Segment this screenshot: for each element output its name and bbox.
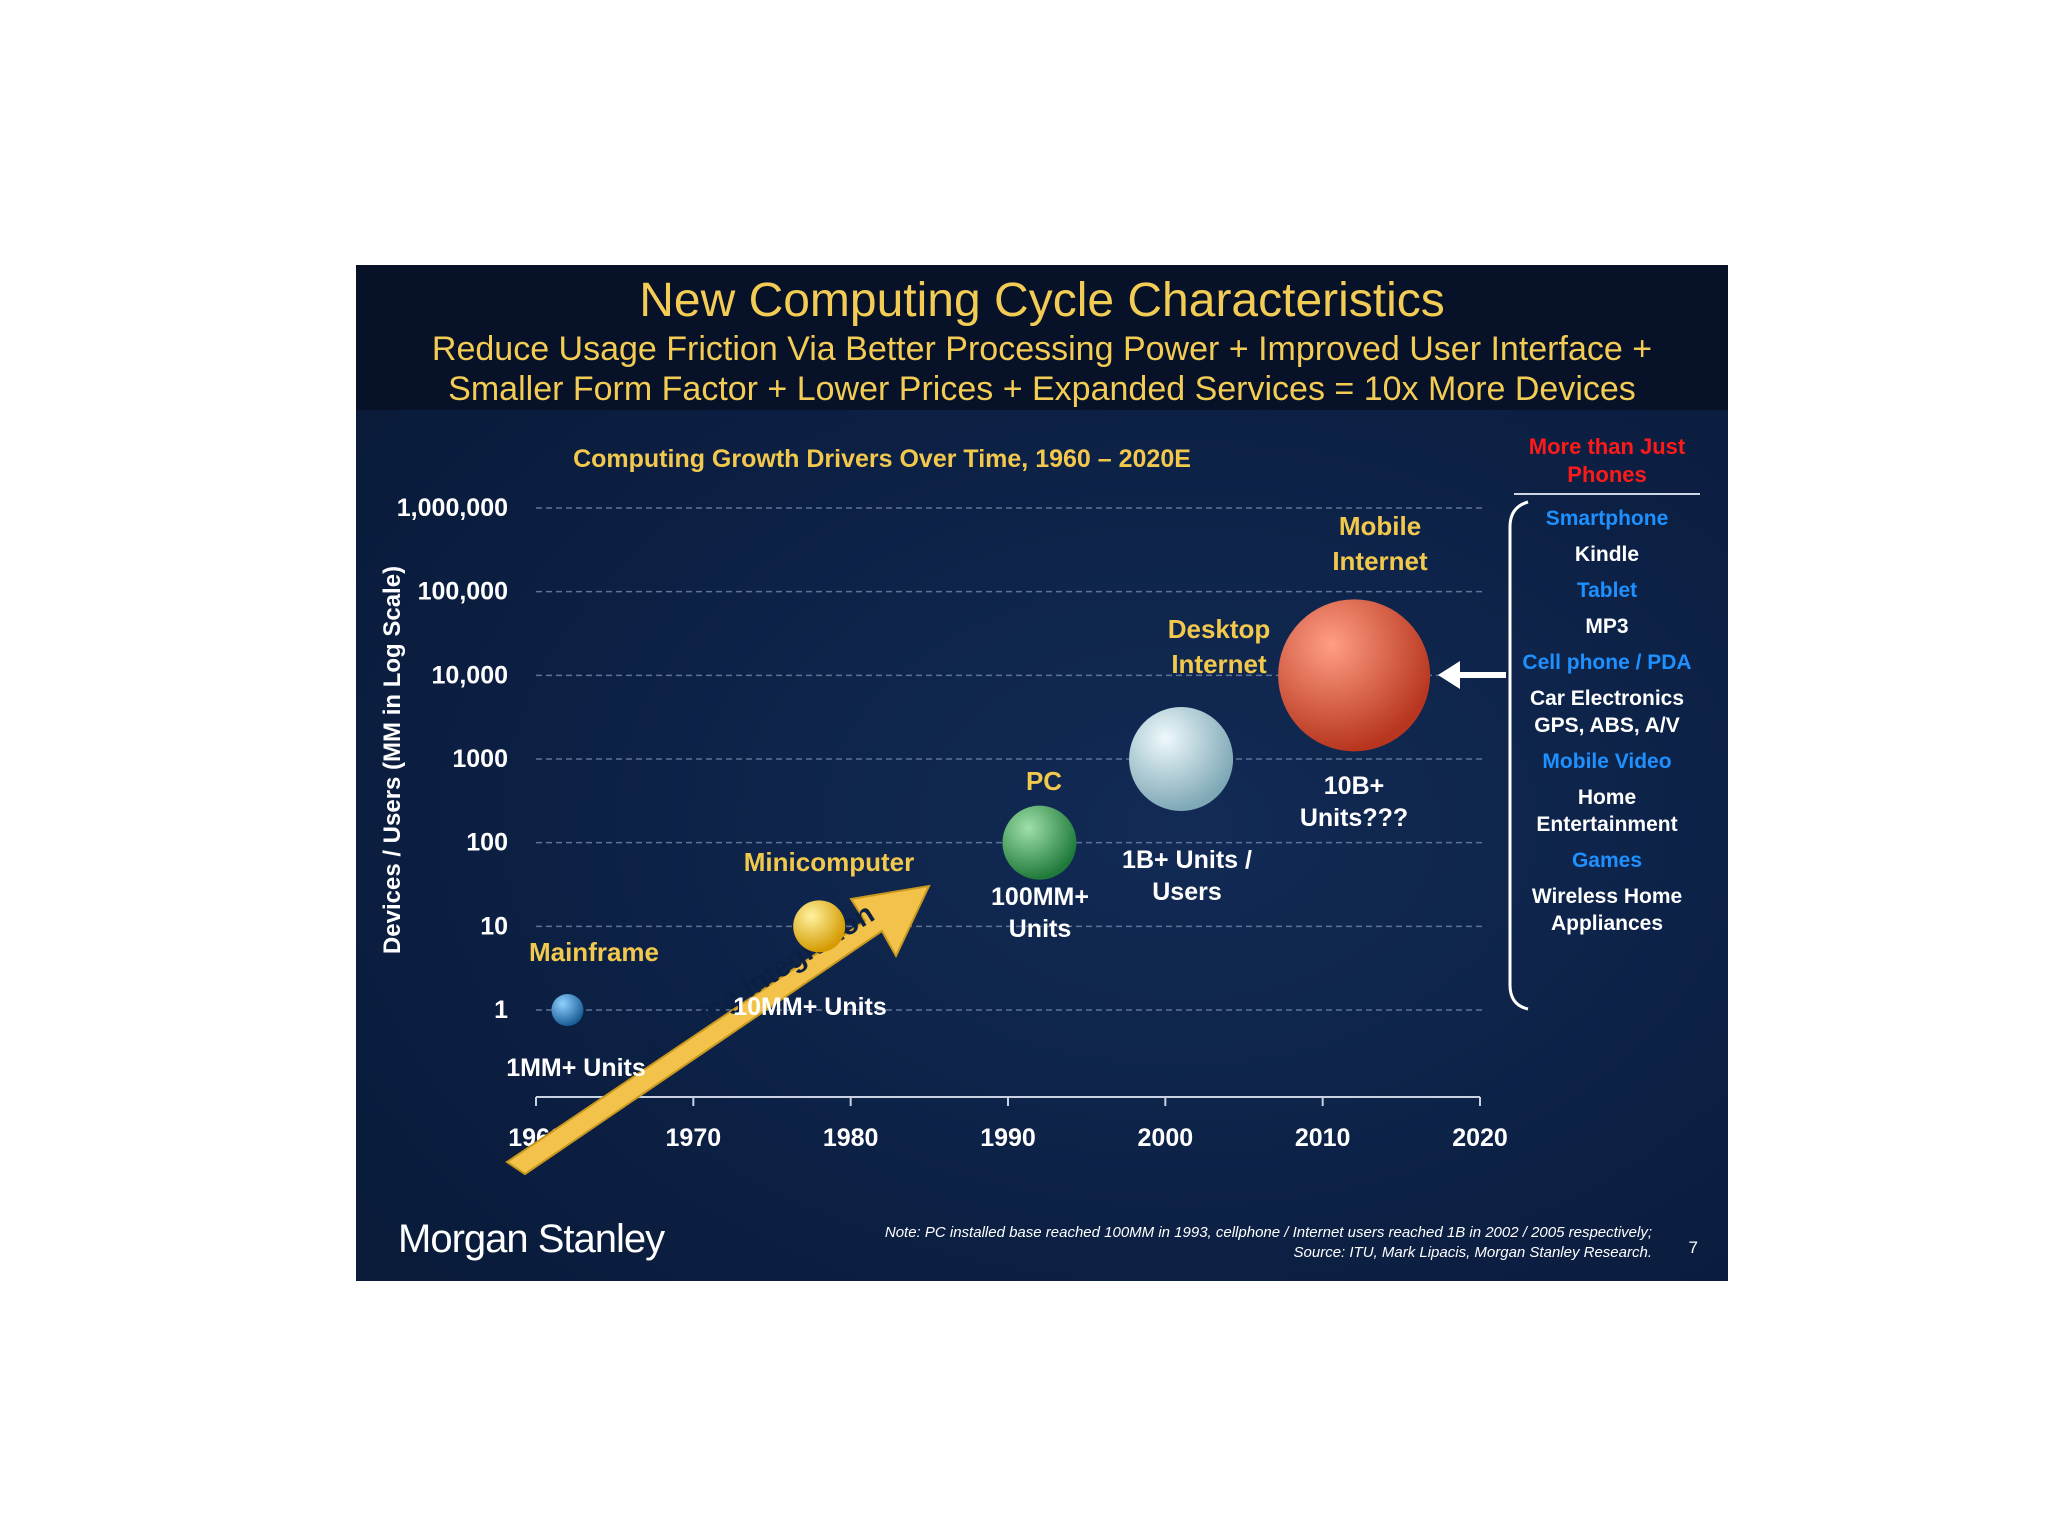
y-axis-label: Devices / Users (MM in Log Scale) — [379, 566, 406, 954]
point-name-label: Internet — [1171, 649, 1267, 679]
x-tick-label: 2020 — [1452, 1124, 1508, 1152]
x-tick-label: 1990 — [980, 1124, 1036, 1152]
y-tick-label: 1,000,000 — [397, 494, 508, 522]
bubble-pc — [1002, 806, 1076, 880]
footnote-note: Note: PC installed base reached 100MM in… — [752, 1223, 1652, 1243]
device-list-item: Home Entertainment — [1514, 784, 1700, 838]
point-units-label: 10MM+ Units — [733, 993, 887, 1021]
data-points: Mainframe 1MM+ Units Minicomputer 10MM+ Uni… — [506, 511, 1430, 1082]
footnote-source: Source: ITU, Mark Lipacis, Morgan Stanle… — [752, 1243, 1652, 1263]
point-units-label: Units — [1009, 915, 1072, 943]
page-number: 7 — [1689, 1238, 1698, 1258]
pointer-arrow — [1438, 661, 1506, 689]
point-units-label: 1MM+ Units — [506, 1054, 646, 1082]
y-tick-label: 10 — [480, 912, 508, 940]
point-units-label: Units??? — [1300, 804, 1408, 832]
point-name-label: Mainframe — [529, 937, 659, 967]
device-list-item: Car Electronics GPS, ABS, A/V — [1514, 685, 1700, 739]
device-list-item: MP3 — [1514, 613, 1700, 640]
x-tick-label: 1970 — [666, 1124, 722, 1152]
point-units-label: Users — [1152, 878, 1222, 906]
slide: New Computing Cycle Characteristics Redu… — [356, 265, 1728, 1281]
device-list-item: Mobile Video — [1514, 748, 1700, 775]
bubble-minicomputer — [793, 900, 845, 952]
morgan-stanley-logo: Morgan Stanley — [398, 1217, 664, 1262]
device-list-item: Games — [1514, 847, 1700, 874]
point-units-label: 10B+ — [1324, 772, 1384, 800]
point-units-label: 100MM+ — [991, 883, 1089, 911]
y-tick-label: 1 — [494, 996, 508, 1024]
point-units-label: 1B+ Units / — [1122, 846, 1252, 874]
footnote: Note: PC installed base reached 100MM in… — [752, 1223, 1652, 1263]
pointer-arrow-head — [1438, 661, 1460, 689]
device-list: Smartphone Kindle Tablet MP3 Cell phone / PD… — [1514, 505, 1700, 937]
device-list-item: Wireless Home Appliances — [1514, 883, 1700, 937]
right-panel: More than Just Phones Smartphone Kindle Ta… — [1514, 433, 1700, 946]
point-name-label: Internet — [1332, 546, 1428, 576]
device-list-item: Smartphone — [1514, 505, 1700, 532]
point-name-label: Mobile — [1339, 511, 1421, 541]
right-panel-heading: More than Just Phones — [1514, 433, 1700, 495]
y-tick-labels: 1 10 100 1000 10,000 100,000 1,000,000 — [397, 494, 508, 1024]
y-tick-label: 100 — [466, 829, 508, 857]
chart-title: Computing Growth Drivers Over Time, 1960… — [573, 445, 1191, 473]
bubble-mobile-internet — [1278, 599, 1430, 751]
bubble-mainframe — [551, 994, 583, 1026]
point-name-label: PC — [1026, 766, 1062, 796]
point-name-label: Desktop — [1168, 614, 1271, 644]
y-tick-label: 1000 — [452, 745, 508, 773]
y-tick-label: 10,000 — [432, 661, 508, 689]
device-list-item: Cell phone / PDA — [1514, 649, 1700, 676]
x-axis: 1960 1970 1980 1990 2000 2010 2020 — [508, 1097, 1508, 1152]
device-list-item: Kindle — [1514, 541, 1700, 568]
x-tick-label: 2000 — [1138, 1124, 1194, 1152]
x-tick-label: 2010 — [1295, 1124, 1351, 1152]
y-tick-label: 100,000 — [418, 578, 508, 606]
bubble-desktop-internet — [1129, 707, 1233, 811]
device-list-item: Tablet — [1514, 577, 1700, 604]
point-name-label: Minicomputer — [744, 847, 914, 877]
x-tick-label: 1980 — [823, 1124, 879, 1152]
